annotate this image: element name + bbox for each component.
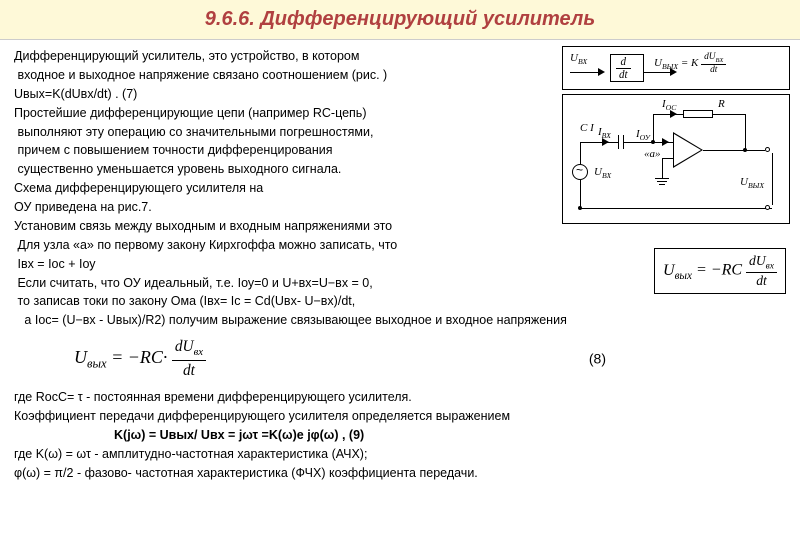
title-bar: 9.6.6. Дифференцирующий усилитель (0, 0, 800, 40)
p14: то записав токи по закону Ома (Iвх= Iс =… (14, 293, 786, 310)
eq-number: (8) (589, 350, 606, 369)
label-c: C I (580, 122, 594, 134)
page-title: 9.6.6. Дифференцирующий усилитель (16, 8, 784, 31)
p16: где RocC= τ - постоянная времени диффере… (14, 389, 786, 406)
label-ivx: IВХ (598, 126, 611, 140)
label-uout: UВЫХ = K dUВХ dt (654, 52, 726, 75)
eq-frac: dUвх dt (172, 337, 206, 381)
opamp-icon (673, 132, 703, 168)
label-a: «а» (644, 148, 661, 160)
label-r: R (718, 98, 725, 110)
label-uvyh: UВЫХ (740, 176, 764, 190)
p18: K(jω) = Uвых/ Uвх = jωτ =K(ω)e jφ(ω) , (… (14, 427, 786, 444)
source-icon (572, 164, 588, 180)
p15: а Iос= (U−вх - Uвых)/R2) получим выражен… (14, 312, 786, 329)
eq-op: = −RC· (111, 347, 167, 367)
equation-8: Uвых = −RC· dUвх dt (8) (14, 337, 786, 381)
label-ioc: IОС (662, 98, 676, 112)
circuit-diagram: UВХ d dt UВЫХ = K dUВХ dt IВХ C I « (562, 46, 790, 226)
label-uin: UВХ (570, 52, 587, 66)
ddt-block: d dt (616, 56, 631, 81)
boxed-equation: Uвых = −RC dUвх dt (654, 248, 786, 294)
p19: где K(ω) = ωτ - амплитудно-частотная хар… (14, 446, 786, 463)
resistor-icon (683, 110, 713, 118)
label-ioy: IОУ (636, 128, 650, 142)
p20: φ(ω) = π/2 - фазово- частотная характери… (14, 465, 786, 482)
p17: Коэффициент передачи дифференцирующего у… (14, 408, 786, 425)
label-uvx: UВХ (594, 166, 611, 180)
eq-lhs: Uвых (74, 347, 107, 367)
